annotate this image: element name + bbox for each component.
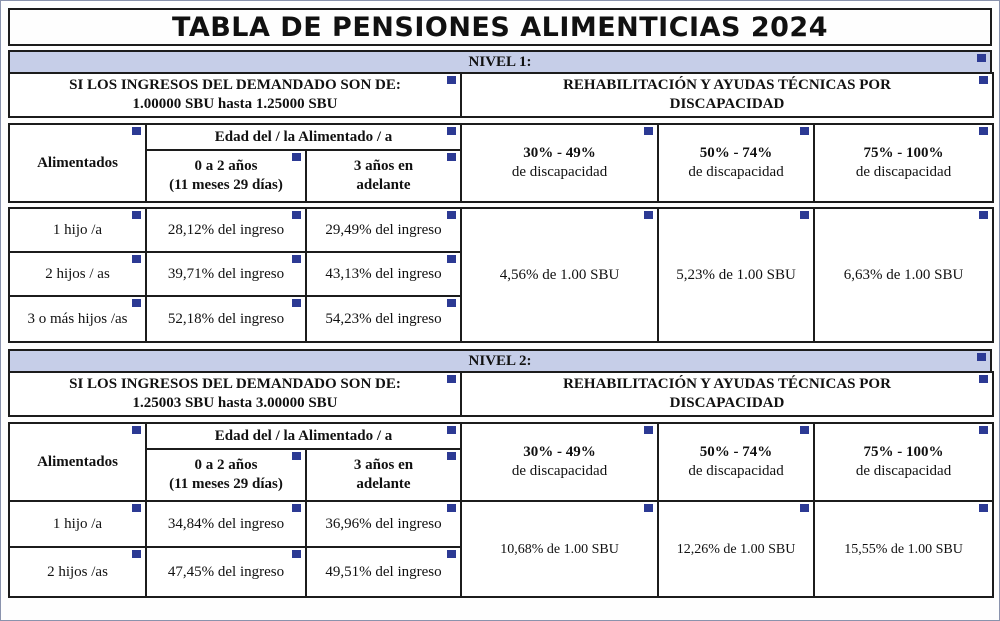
disability-pct: 50% - 74% — [699, 145, 773, 161]
nivel2-edad-header: Edad del / la Alimentado / a — [144, 422, 463, 450]
disability-pct: 75% - 100% — [863, 145, 944, 161]
age1-value-cell: 39,71% del ingreso — [145, 251, 307, 297]
disability-pct: 75% - 100% — [863, 444, 944, 460]
nivel1-data-table: 1 hijo /a 28,12% del ingreso 29,49% del … — [8, 207, 994, 343]
disability-label: de discapacidad — [688, 463, 784, 479]
disability-pct: 30% - 49% — [523, 444, 596, 460]
nivel1-rehab-header: REHABILITACIÓN Y AYUDAS TÉCNICAS POR DIS… — [460, 72, 994, 118]
disability-label: de discapacidad — [511, 463, 608, 479]
age-col2-line2: adelante — [356, 476, 411, 492]
age-col1-line2: (11 meses 29 días) — [169, 177, 283, 193]
age1-value-cell: 47,45% del ingreso — [145, 546, 307, 598]
age2-value-cell: 49,51% del ingreso — [305, 546, 462, 598]
nivel2-band: NIVEL 2: — [8, 349, 992, 373]
age-col2-line1: 3 años en — [353, 158, 414, 174]
age-col1-line2: (11 meses 29 días) — [169, 476, 283, 492]
table-row: 1 hijo /a 28,12% del ingreso 29,49% del … — [8, 207, 994, 343]
table-row: 3 o más hijos /as 52,18% del ingreso 54,… — [8, 295, 993, 343]
disability-label: de discapacidad — [855, 164, 952, 180]
nivel2-rehab-header: REHABILITACIÓN Y AYUDAS TÉCNICAS POR DIS… — [460, 371, 994, 417]
nivel2-section: NIVEL 2: SI LOS INGRESOS DEL DEMANDADO S… — [8, 349, 995, 598]
disability-value-cell-3: 6,63% de 1.00 SBU — [813, 207, 994, 343]
nivel2-income-row: SI LOS INGRESOS DEL DEMANDADO SON DE: 1.… — [8, 371, 994, 417]
nivel1-band: NIVEL 1: — [8, 50, 992, 74]
disability-label: de discapacidad — [688, 164, 784, 180]
age1-value-cell: 28,12% del ingreso — [145, 207, 307, 253]
disability-value-cell-1: 4,56% de 1.00 SBU — [460, 207, 659, 343]
age2-value-cell: 29,49% del ingreso — [305, 207, 462, 253]
disability-value-cell-3: 15,55% de 1.00 SBU — [813, 500, 994, 598]
page-title: TABLA DE PENSIONES ALIMENTICIAS 2024 — [8, 8, 992, 46]
income-range-line1: SI LOS INGRESOS DEL DEMANDADO SON DE: — [69, 77, 401, 93]
age1-value-cell: 34,84% del ingreso — [145, 500, 307, 548]
nivel1-section: NIVEL 1: SI LOS INGRESOS DEL DEMANDADO S… — [8, 50, 995, 343]
rehab-line2: DISCAPACIDAD — [669, 395, 785, 411]
row-label-cell: 2 hijos /as — [8, 546, 147, 598]
table-row: 2 hijos / as 39,71% del ingreso 43,13% d… — [8, 251, 993, 297]
nivel1-column-headers: Alimentados Edad del / la Alimentado / a… — [8, 123, 995, 203]
nivel2-age-col2-header: 3 años en adelante — [304, 448, 463, 502]
nivel2-income-range-header: SI LOS INGRESOS DEL DEMANDADO SON DE: 1.… — [8, 371, 462, 417]
age1-value-cell: 52,18% del ingreso — [145, 295, 307, 343]
disability-pct: 50% - 74% — [699, 444, 773, 460]
row-label-cell: 1 hijo /a — [8, 207, 147, 253]
table-row: 1 hijo /a 34,84% del ingreso 36,96% del … — [8, 500, 994, 598]
table-row: 2 hijos /as 47,45% del ingreso 49,51% de… — [8, 546, 993, 598]
age-col1-line1: 0 a 2 años — [194, 158, 258, 174]
row-label-cell: 3 o más hijos /as — [8, 295, 147, 343]
nivel2-disability-header-2: 50% - 74% de discapacidad — [657, 422, 816, 502]
nivel2-disability-header-1: 30% - 49% de discapacidad — [460, 422, 660, 502]
income-range-line1: SI LOS INGRESOS DEL DEMANDADO SON DE: — [69, 376, 401, 392]
nivel1-income-range-header: SI LOS INGRESOS DEL DEMANDADO SON DE: 1.… — [8, 72, 462, 118]
age2-value-cell: 36,96% del ingreso — [305, 500, 462, 548]
age-col2-line1: 3 años en — [353, 457, 414, 473]
nivel2-disability-header-3: 75% - 100% de discapacidad — [813, 422, 995, 502]
row-label-cell: 1 hijo /a — [8, 500, 147, 548]
age-col2-line2: adelante — [356, 177, 411, 193]
nivel1-age-col1-header: 0 a 2 años (11 meses 29 días) — [145, 149, 307, 203]
nivel2-data-table: 1 hijo /a 34,84% del ingreso 36,96% del … — [8, 500, 994, 598]
income-range-line2: 1.00000 SBU hasta 1.25000 SBU — [132, 96, 338, 112]
nivel2-alimentados-header: Alimentados — [8, 422, 147, 502]
age2-value-cell: 43,13% del ingreso — [305, 251, 462, 297]
nivel2-age-col1-header: 0 a 2 años (11 meses 29 días) — [145, 448, 307, 502]
nivel1-income-row: SI LOS INGRESOS DEL DEMANDADO SON DE: 1.… — [8, 72, 994, 118]
nivel1-disability-header-3: 75% - 100% de discapacidad — [813, 123, 995, 203]
nivel1-alimentados-header: Alimentados — [8, 123, 147, 203]
nivel1-age-col2-header: 3 años en adelante — [304, 149, 463, 203]
disability-label: de discapacidad — [855, 463, 952, 479]
age2-value-cell: 54,23% del ingreso — [305, 295, 462, 343]
nivel1-disability-header-2: 50% - 74% de discapacidad — [657, 123, 816, 203]
disability-label: de discapacidad — [511, 164, 608, 180]
disability-value-cell-2: 12,26% de 1.00 SBU — [657, 500, 815, 598]
nivel1-disability-header-1: 30% - 49% de discapacidad — [460, 123, 660, 203]
row-label-cell: 2 hijos / as — [8, 251, 147, 297]
age-col1-line1: 0 a 2 años — [194, 457, 258, 473]
nivel1-edad-header: Edad del / la Alimentado / a — [144, 123, 463, 151]
disability-pct: 30% - 49% — [523, 145, 596, 161]
income-range-line2: 1.25003 SBU hasta 3.00000 SBU — [132, 395, 338, 411]
disability-value-cell-2: 5,23% de 1.00 SBU — [657, 207, 815, 343]
nivel2-column-headers: Alimentados Edad del / la Alimentado / a… — [8, 422, 995, 502]
rehab-line1: REHABILITACIÓN Y AYUDAS TÉCNICAS POR — [563, 376, 891, 392]
rehab-line1: REHABILITACIÓN Y AYUDAS TÉCNICAS POR — [563, 77, 891, 93]
rehab-line2: DISCAPACIDAD — [669, 96, 785, 112]
disability-value-cell-1: 10,68% de 1.00 SBU — [460, 500, 659, 598]
